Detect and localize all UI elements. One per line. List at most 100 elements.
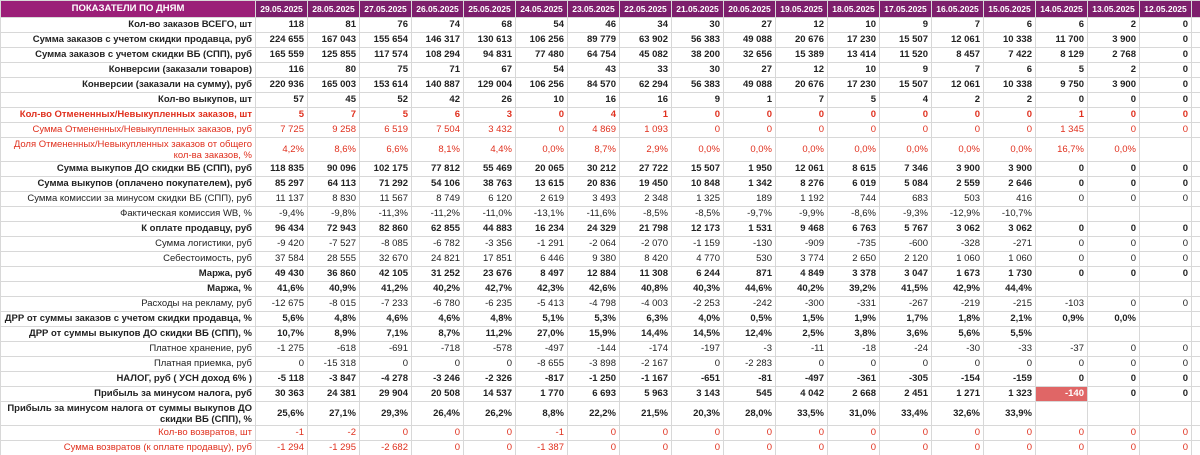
value-cell: 0 xyxy=(1035,440,1088,455)
value-cell: 0 xyxy=(1035,191,1088,207)
empty-cell xyxy=(1191,17,1200,33)
empty-cell xyxy=(1087,206,1140,222)
value-cell: 16 xyxy=(567,92,620,108)
value-cell: 0 xyxy=(1035,92,1088,108)
row-label: Прибыль за минусом налога, руб xyxy=(0,386,256,402)
value-cell: -12,9% xyxy=(931,206,984,222)
value-cell: -2 682 xyxy=(359,440,412,455)
value-cell: 17 230 xyxy=(827,77,880,93)
row-label: ДРР от суммы заказов с учетом скидки про… xyxy=(0,311,256,327)
value-cell: 4,8% xyxy=(463,311,516,327)
value-cell: 2 xyxy=(931,92,984,108)
value-cell: 12 xyxy=(775,62,828,78)
value-cell: 0 xyxy=(983,356,1036,372)
value-cell: 8 749 xyxy=(411,191,464,207)
value-cell: -15 318 xyxy=(307,356,360,372)
value-cell: 2 619 xyxy=(515,191,568,207)
value-cell: 5,6% xyxy=(255,311,308,327)
value-cell: 12 061 xyxy=(775,161,828,177)
value-cell: 6 xyxy=(983,62,1036,78)
value-cell: -1 xyxy=(255,425,308,441)
value-cell: 0 xyxy=(1087,236,1140,252)
value-cell: -2 064 xyxy=(567,236,620,252)
value-cell: -219 xyxy=(931,296,984,312)
value-cell: 6 xyxy=(983,17,1036,33)
value-cell: 30 xyxy=(671,17,724,33)
value-cell: -10,7% xyxy=(983,206,1036,222)
value-cell: 11,2% xyxy=(463,326,516,342)
value-cell: 3 900 xyxy=(1087,77,1140,93)
value-cell: 1 060 xyxy=(931,251,984,267)
value-cell: 0 xyxy=(879,440,932,455)
value-cell: 89 779 xyxy=(567,32,620,48)
value-cell: 0 xyxy=(1087,296,1140,312)
value-cell: 0,0% xyxy=(1087,137,1140,162)
value-cell: 0 xyxy=(1139,356,1192,372)
value-cell: 416 xyxy=(983,191,1036,207)
value-cell: 0 xyxy=(411,440,464,455)
empty-cell xyxy=(1191,440,1200,455)
value-cell: 0 xyxy=(931,122,984,138)
value-cell: 9 468 xyxy=(775,221,828,237)
value-cell: 15 507 xyxy=(879,32,932,48)
empty-cell xyxy=(1191,266,1200,282)
value-cell: 1,7% xyxy=(879,311,932,327)
value-cell: 0 xyxy=(1035,356,1088,372)
value-cell: 1 770 xyxy=(515,386,568,402)
empty-cell xyxy=(1191,176,1200,192)
value-cell: 43 xyxy=(567,62,620,78)
row-label: Сумма логистики, руб xyxy=(0,236,256,252)
row-label: НАЛОГ, руб ( УСН доход 6% ) xyxy=(0,371,256,387)
empty-cell xyxy=(1087,326,1140,342)
value-cell: 3 432 xyxy=(463,122,516,138)
empty-cell xyxy=(1191,191,1200,207)
empty-cell xyxy=(1087,281,1140,297)
row-label: Конверсии (заказали на сумму), руб xyxy=(0,77,256,93)
value-cell: -33 xyxy=(983,341,1036,357)
data-row: Платное хранение, руб -1 275 -618 -691 -718-… xyxy=(0,341,1200,357)
data-row: ДРР от суммы заказов с учетом скидки про… xyxy=(0,311,1200,327)
value-cell: 8 276 xyxy=(775,176,828,192)
value-cell: 8,6% xyxy=(307,137,360,162)
data-row: Сумма логистики, руб -9 420 -7 527 -8 085 -6… xyxy=(0,236,1200,252)
value-cell: -651 xyxy=(671,371,724,387)
value-cell: -1 159 xyxy=(671,236,724,252)
value-cell: 9 xyxy=(671,92,724,108)
value-cell: 4,6% xyxy=(359,311,412,327)
value-cell: 49 088 xyxy=(723,77,776,93)
empty-cell xyxy=(1191,62,1200,78)
row-label: Прибыль за минусом налога от суммы выкуп… xyxy=(0,401,256,426)
value-cell: 11 520 xyxy=(879,47,932,63)
value-cell: 0 xyxy=(1087,161,1140,177)
value-cell: 140 887 xyxy=(411,77,464,93)
value-cell: 2 668 xyxy=(827,386,880,402)
value-cell: 0 xyxy=(1139,191,1192,207)
value-cell: 3 378 xyxy=(827,266,880,282)
value-cell: 7 504 xyxy=(411,122,464,138)
value-cell: -2 326 xyxy=(463,371,516,387)
row-label: Сумма заказов с учетом скидки ВБ (СПП), … xyxy=(0,47,256,63)
value-cell: 1 950 xyxy=(723,161,776,177)
value-cell: 64 113 xyxy=(307,176,360,192)
value-cell: 12,4% xyxy=(723,326,776,342)
value-cell: 40,2% xyxy=(411,281,464,297)
value-cell: 220 936 xyxy=(255,77,308,93)
value-cell: 7,1% xyxy=(359,326,412,342)
date-header: 23.05.2025 xyxy=(567,0,620,18)
value-cell: 17 851 xyxy=(463,251,516,267)
empty-cell xyxy=(1139,311,1192,327)
value-cell: -13,1% xyxy=(515,206,568,222)
value-cell: -11,2% xyxy=(411,206,464,222)
value-cell: -154 xyxy=(931,371,984,387)
value-cell: 8,7% xyxy=(411,326,464,342)
value-cell: -331 xyxy=(827,296,880,312)
value-cell: 3 062 xyxy=(931,221,984,237)
value-cell: 0 xyxy=(1139,251,1192,267)
value-cell: 1 531 xyxy=(723,221,776,237)
value-cell: 41,2% xyxy=(359,281,412,297)
row-label: Платная приемка, руб xyxy=(0,356,256,372)
value-cell: 12 884 xyxy=(567,266,620,282)
value-cell: 0 xyxy=(1035,176,1088,192)
value-cell: 68 xyxy=(463,17,516,33)
